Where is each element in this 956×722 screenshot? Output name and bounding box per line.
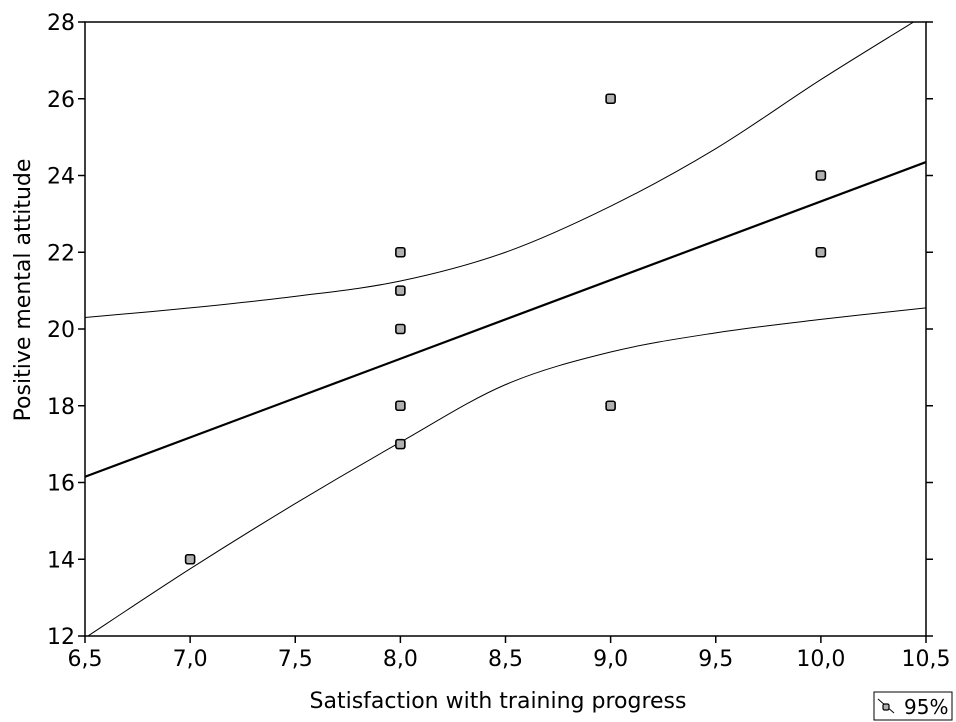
data-point: [395, 285, 406, 296]
data-point: [815, 170, 827, 181]
x-tick-label: 9,5: [698, 647, 733, 672]
legend: 95%: [873, 691, 953, 721]
y-tick-label: 14: [47, 548, 75, 573]
x-tick-label: 9,0: [593, 647, 628, 672]
confidence-band: [85, 22, 926, 636]
ci-lower-curve: [87, 307, 926, 636]
y-tick-label: 20: [47, 318, 75, 343]
x-tick-label: 10,0: [796, 647, 845, 672]
x-tick-label: 7,5: [278, 647, 313, 672]
data-point: [815, 246, 827, 258]
x-tick-label: 10,5: [902, 647, 951, 672]
x-axis-ticks: 6,5 7,0 7,5 8,0 8,5 9,0 9,5 10,0 10,5: [68, 636, 951, 672]
x-tick-label: 7,0: [173, 647, 208, 672]
legend-marker-icon: [882, 703, 890, 711]
regression-line-group: [84, 161, 927, 478]
data-point: [605, 400, 616, 412]
y-tick-label: 12: [47, 625, 75, 650]
legend-label: 95%: [904, 695, 948, 719]
x-tick-label: 8,5: [488, 647, 523, 672]
y-tick-label: 18: [47, 395, 75, 420]
y-axis-title: Positive mental attitude: [11, 159, 36, 422]
y-tick-label: 16: [47, 472, 75, 497]
data-point: [184, 553, 196, 565]
data-point: [395, 438, 406, 450]
y-tick-label: 28: [47, 11, 75, 36]
data-points: [184, 93, 827, 565]
x-tick-label: 6,5: [68, 647, 103, 672]
data-point: [395, 400, 406, 412]
data-point: [395, 323, 406, 335]
x-tick-label: 8,0: [383, 647, 418, 672]
data-point: [395, 246, 406, 258]
y-tick-label: 26: [47, 88, 75, 113]
y-tick-label: 24: [47, 165, 75, 190]
plot-frame: [84, 21, 927, 637]
y-axis-ticks: 12 14 16 18 20 22 24 26 28: [47, 11, 933, 650]
ci-upper-curve: [85, 22, 915, 318]
data-point: [605, 93, 616, 105]
regression-line: [84, 161, 927, 478]
x-axis-title: Satisfaction with training progress: [310, 689, 687, 714]
y-tick-label: 22: [47, 241, 75, 266]
